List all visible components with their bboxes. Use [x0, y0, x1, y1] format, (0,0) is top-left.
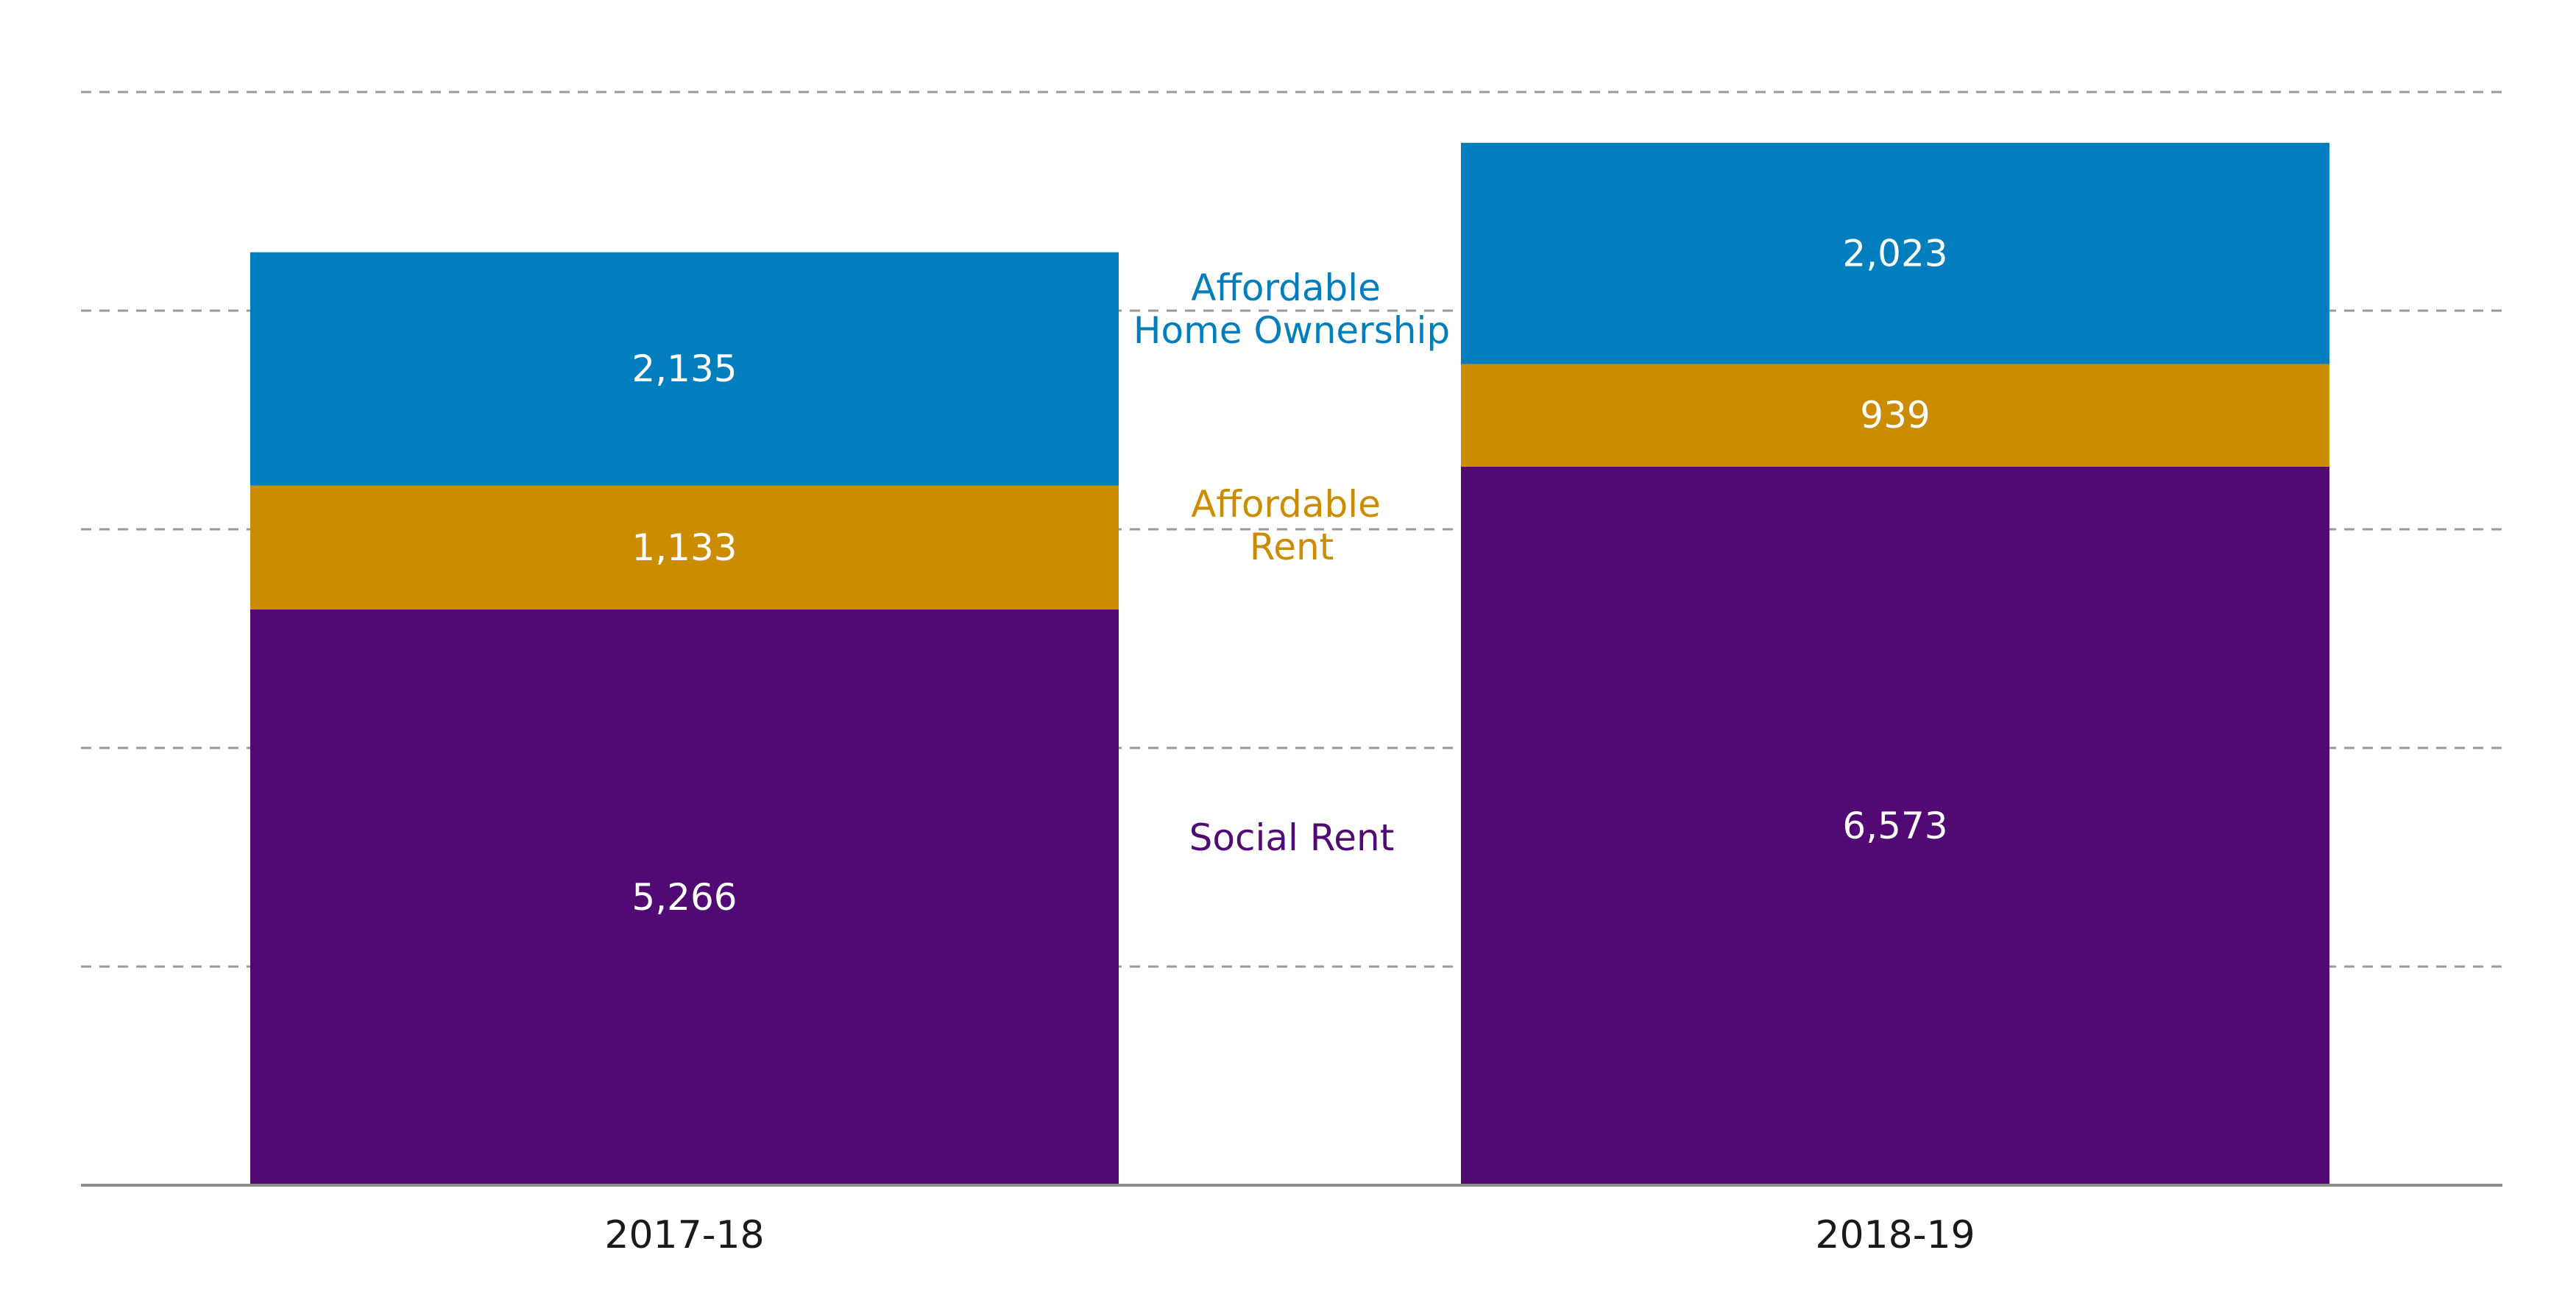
bar-2017-18-affordable-home-ownership — [250, 252, 1119, 486]
series-label-affordable-home-ownership-line-1: Affordable — [1191, 266, 1381, 309]
x-tick-label-2018-19: 2018-19 — [1815, 1213, 1975, 1257]
series-label-social-rent-line-1: Social Rent — [1189, 816, 1395, 859]
series-labels: Affordable Home Ownership Affordable Ren… — [1133, 266, 1450, 859]
series-label-affordable-rent-line-2: Rent — [1250, 526, 1334, 568]
series-label-affordable-home-ownership: Affordable Home Ownership — [1133, 266, 1450, 352]
series-label-affordable-rent: Affordable Rent — [1191, 483, 1393, 568]
x-axis-tick-labels: 2017-18 2018-19 — [604, 1213, 1975, 1257]
series-label-affordable-home-ownership-line-2: Home Ownership — [1133, 309, 1450, 352]
data-label-2017-18-social-rent: 5,266 — [631, 876, 737, 919]
data-label-2017-18-affordable-home-ownership: 2,135 — [631, 347, 737, 390]
data-label-2017-18-affordable-rent: 1,133 — [631, 526, 737, 569]
x-tick-label-2017-18: 2017-18 — [604, 1213, 764, 1257]
bar-2018-19-affordable-rent — [1461, 364, 2329, 467]
bar-2017-18-social-rent — [250, 609, 1119, 1185]
data-label-2018-19-affordable-home-ownership: 2,023 — [1842, 232, 1947, 275]
series-label-affordable-rent-line-1: Affordable — [1191, 483, 1381, 526]
series-label-social-rent: Social Rent — [1189, 816, 1395, 859]
data-label-2018-19-social-rent: 6,573 — [1842, 805, 1947, 847]
bar-2018-19-affordable-home-ownership — [1461, 143, 2329, 364]
data-labels: 5,266 1,133 2,135 6,573 939 2,023 — [631, 232, 1947, 919]
bars — [250, 143, 2329, 1185]
bar-2017-18-affordable-rent — [250, 485, 1119, 610]
data-label-2018-19-affordable-rent: 939 — [1860, 394, 1930, 437]
bar-2018-19-social-rent — [1461, 466, 2329, 1185]
